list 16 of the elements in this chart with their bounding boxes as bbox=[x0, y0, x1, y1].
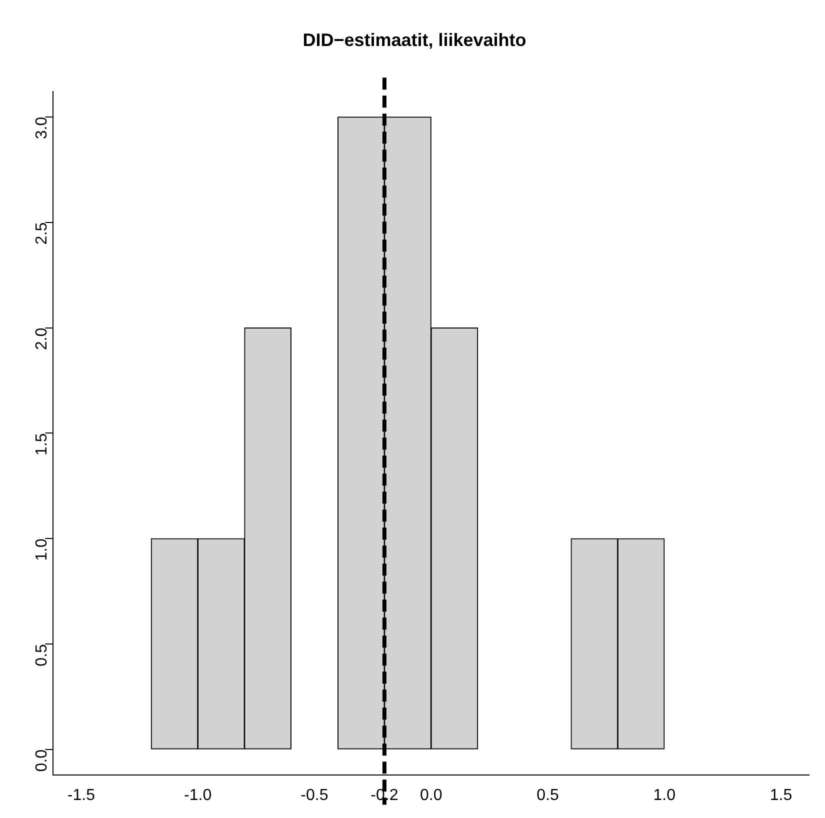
x-tick-label: -0.2 bbox=[370, 786, 398, 804]
chart-title: DID−estimaatit, liikevaihto bbox=[302, 30, 526, 50]
y-tick-label: 1.0 bbox=[34, 538, 51, 561]
y-tick-label: 3.0 bbox=[34, 116, 51, 140]
y-tick-label: 0.0 bbox=[34, 749, 51, 772]
y-tick-label: 2.5 bbox=[34, 222, 51, 245]
x-tick-label: 1.0 bbox=[653, 786, 676, 804]
y-tick-label: 1.5 bbox=[34, 433, 51, 456]
x-tick-label: -1.5 bbox=[67, 786, 96, 804]
x-tick-label: 0.5 bbox=[536, 786, 559, 804]
y-tick-label: 2.0 bbox=[34, 328, 51, 350]
x-tick-label: -0.5 bbox=[300, 786, 328, 804]
x-tick-label: 0.0 bbox=[420, 786, 442, 804]
x-tick-label: -1.0 bbox=[184, 786, 212, 804]
y-tick-label: 0.5 bbox=[34, 644, 51, 666]
x-tick-label: 1.5 bbox=[770, 786, 792, 804]
